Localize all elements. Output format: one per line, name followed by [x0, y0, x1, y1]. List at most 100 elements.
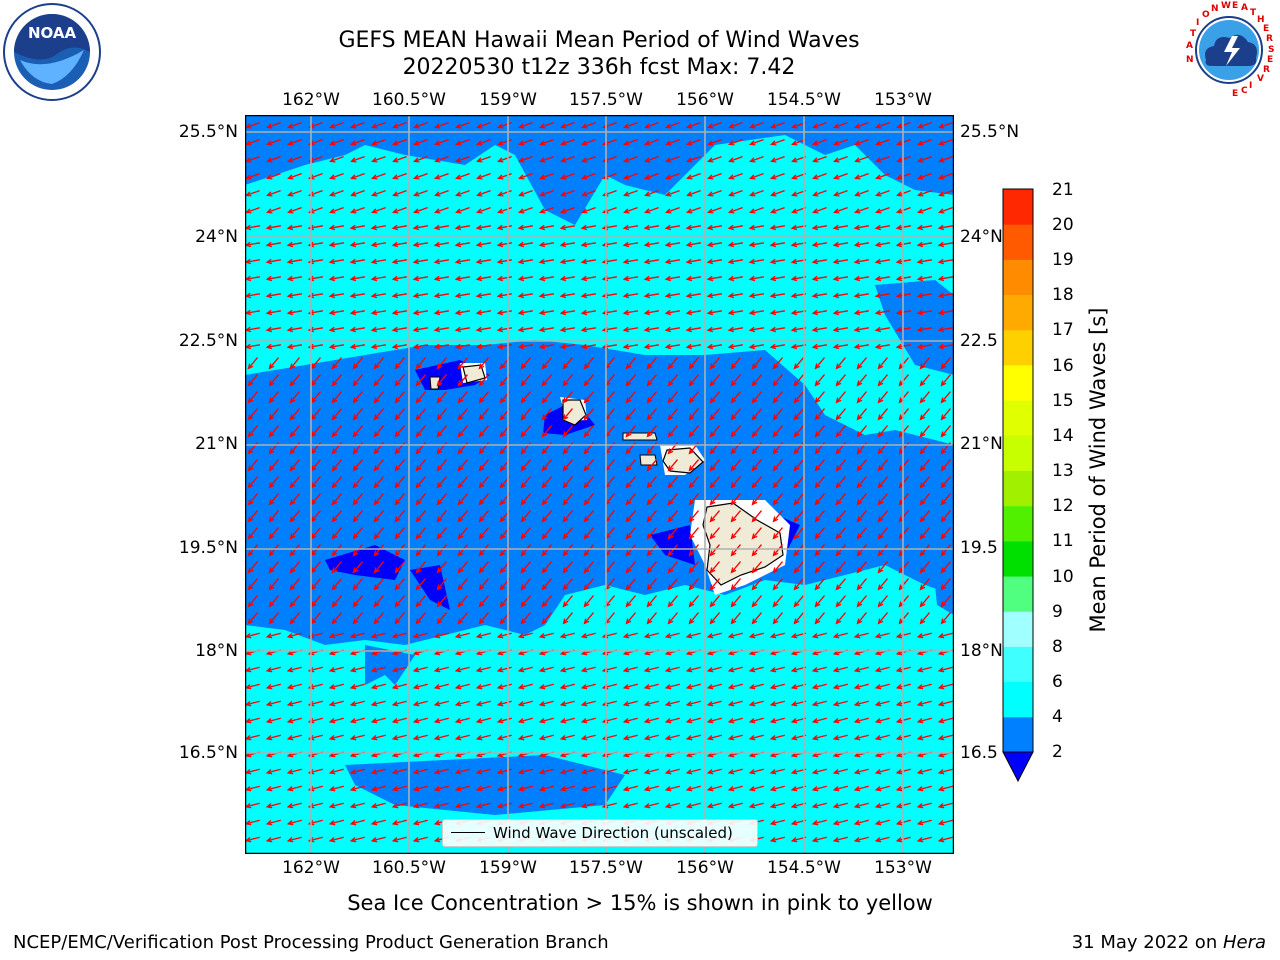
wind-wave-arrow [580, 700, 596, 707]
wind-wave-arrow [769, 292, 786, 299]
wind-wave-arrow [916, 326, 933, 333]
wind-wave-arrow [412, 138, 428, 146]
colorbar-tick: 16 [1052, 356, 1074, 376]
wind-wave-arrow [793, 357, 804, 370]
wind-wave-arrow [772, 357, 783, 370]
wind-wave-arrow [832, 138, 848, 146]
wind-wave-arrow [643, 206, 659, 214]
wind-wave-arrow [373, 544, 384, 557]
wind-wave-arrow [538, 138, 554, 146]
wind-wave-arrow [517, 121, 533, 129]
wind-wave-arrow [919, 408, 930, 421]
wind-wave-arrow [748, 717, 764, 724]
wind-wave-arrow [454, 717, 470, 724]
wind-wave-arrow [454, 683, 470, 690]
wind-wave-arrow [769, 309, 786, 316]
wind-wave-arrow [457, 578, 468, 591]
sea-ice-caption: Sea Ice Concentration > 15% is shown in … [347, 891, 933, 915]
wind-wave-arrow [559, 700, 575, 707]
wind-wave-arrow [352, 510, 363, 523]
wind-wave-arrow [832, 717, 848, 724]
wind-wave-arrow [415, 425, 426, 438]
wind-wave-arrow [328, 785, 344, 792]
wind-wave-arrow [415, 357, 426, 370]
wind-wave-arrow [559, 258, 576, 265]
wind-wave-arrow [730, 408, 741, 421]
wind-wave-arrow [289, 578, 300, 591]
wind-wave-arrow [496, 802, 512, 809]
wind-wave-arrow [625, 595, 636, 608]
wind-wave-arrow [559, 802, 575, 809]
wind-wave-arrow [412, 155, 428, 163]
wind-wave-arrow [349, 138, 365, 146]
wind-wave-arrow [625, 476, 636, 489]
wind-wave-arrow [580, 666, 596, 673]
wind-wave-arrow [811, 326, 828, 333]
wind-wave-arrow [538, 632, 554, 639]
wind-wave-arrow [853, 121, 869, 129]
wind-wave-arrow [919, 544, 930, 557]
wind-wave-arrow [835, 527, 846, 540]
wind-wave-arrow [856, 561, 867, 574]
wind-wave-arrow [559, 632, 575, 639]
wind-wave-arrow [265, 275, 282, 282]
wind-wave-arrow [853, 309, 870, 316]
wind-wave-arrow [268, 510, 279, 523]
wind-wave-arrow [412, 343, 429, 350]
wind-wave-arrow [916, 343, 933, 350]
noaa-logo-text: NOAA [28, 24, 77, 42]
wind-wave-arrow [370, 717, 386, 724]
wind-wave-arrow [496, 309, 513, 316]
wind-wave-arrow [895, 343, 912, 350]
wind-wave-arrow [664, 343, 681, 350]
wind-wave-arrow [373, 459, 384, 472]
wind-wave-arrow [748, 241, 765, 248]
wind-wave-arrow [415, 476, 426, 489]
wind-wave-arrow [328, 734, 344, 741]
wind-wave-arrow [895, 785, 911, 792]
wind-wave-arrow [394, 595, 405, 608]
wind-wave-arrow [349, 836, 365, 843]
wind-wave-arrow [706, 292, 723, 299]
wind-wave-arrow [475, 155, 491, 163]
wind-wave-arrow [289, 544, 300, 557]
wind-wave-arrow [853, 632, 869, 639]
wind-wave-arrow [331, 510, 342, 523]
wind-wave-arrow [814, 374, 825, 387]
wind-wave-arrow [919, 374, 930, 387]
colorbar-tick: 14 [1052, 426, 1074, 446]
wind-wave-arrow [265, 138, 281, 146]
wind-wave-arrow [937, 172, 953, 180]
wind-wave-arrow [730, 425, 741, 438]
wind-wave-arrow [940, 374, 951, 387]
wind-wave-arrow [877, 357, 888, 370]
wind-wave-arrow [475, 768, 491, 775]
wind-wave-arrow [874, 717, 890, 724]
wind-wave-arrow [916, 224, 933, 231]
wind-wave-arrow [433, 172, 449, 180]
wind-wave-arrow [667, 527, 678, 540]
wind-wave-arrow [496, 224, 513, 231]
wind-wave-arrow [664, 802, 680, 809]
wind-wave-arrow [709, 510, 720, 523]
wind-wave-arrow [622, 138, 638, 146]
wind-wave-arrow [391, 326, 408, 333]
lon-tick-bottom: 159°W [479, 858, 537, 878]
lon-tick-top: 157.5°W [569, 90, 643, 110]
wind-wave-arrow [664, 224, 681, 231]
wind-wave-arrow [538, 700, 554, 707]
wind-wave-arrow [685, 155, 701, 163]
wind-wave-arrow [352, 578, 363, 591]
wind-wave-arrow [772, 493, 783, 506]
wind-wave-arrow [454, 802, 470, 809]
wind-wave-arrow [811, 155, 827, 163]
wind-wave-arrow [520, 527, 531, 540]
wind-wave-arrow [667, 459, 678, 472]
wind-wave-arrow [853, 666, 869, 673]
wind-wave-arrow [664, 155, 680, 163]
wind-wave-arrow [496, 717, 512, 724]
wind-wave-arrow [352, 357, 363, 370]
wind-wave-arrow [664, 292, 681, 299]
wind-wave-arrow [748, 666, 764, 673]
wind-wave-arrow [832, 734, 848, 741]
